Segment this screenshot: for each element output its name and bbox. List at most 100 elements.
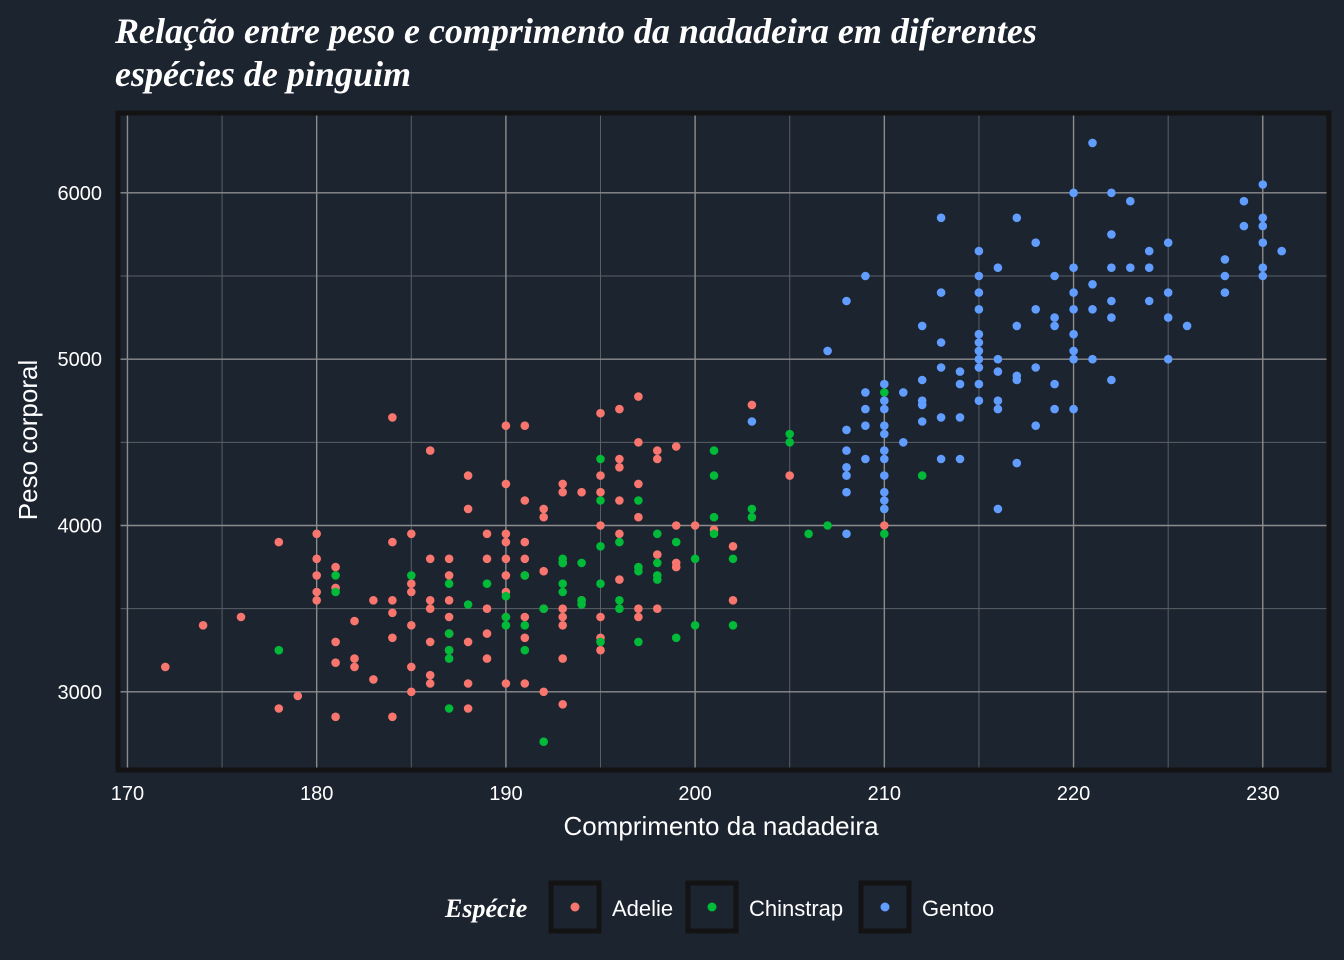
data-point-chinstrap — [444, 704, 454, 713]
data-point-chinstrap — [596, 637, 605, 647]
x-tick-label: 170 — [111, 783, 144, 805]
data-point-gentoo — [1239, 221, 1249, 231]
data-point-gentoo — [1031, 238, 1040, 247]
data-point-gentoo — [1163, 288, 1173, 297]
data-point-adelie — [482, 554, 492, 564]
data-point-adelie — [463, 637, 473, 647]
data-point-gentoo — [842, 446, 851, 455]
data-point-adelie — [577, 487, 586, 497]
data-point-gentoo — [993, 404, 1003, 414]
data-point-gentoo — [974, 329, 984, 339]
data-point-chinstrap — [539, 737, 548, 746]
data-point-gentoo — [1088, 305, 1097, 314]
data-point-adelie — [463, 679, 473, 688]
data-point-gentoo — [861, 404, 870, 414]
data-point-gentoo — [861, 271, 870, 281]
data-point-adelie — [728, 596, 738, 605]
data-point-chinstrap — [274, 645, 284, 655]
data-point-gentoo — [1163, 238, 1173, 247]
data-point-gentoo — [1258, 180, 1268, 189]
data-point-gentoo — [1069, 263, 1078, 273]
data-point-gentoo — [880, 504, 889, 514]
data-point-gentoo — [993, 263, 1003, 273]
data-point-adelie — [388, 537, 397, 547]
data-point-gentoo — [880, 396, 889, 406]
data-point-adelie — [634, 512, 643, 522]
data-point-gentoo — [842, 463, 851, 472]
y-axis-tick-labels: 3000 4000 5000 6000 — [58, 183, 103, 704]
data-point-gentoo — [1258, 263, 1268, 273]
data-point-chinstrap — [539, 604, 548, 613]
data-point-adelie — [388, 596, 397, 605]
data-point-chinstrap — [634, 496, 643, 505]
data-point-adelie — [501, 571, 511, 580]
data-point-adelie — [236, 612, 246, 622]
data-point-gentoo — [1144, 296, 1154, 306]
data-point-gentoo — [993, 354, 1003, 364]
legend-label-gentoo: Gentoo — [922, 896, 994, 921]
data-point-adelie — [407, 587, 416, 597]
data-point-chinstrap — [558, 579, 567, 588]
data-point-adelie — [501, 479, 511, 489]
y-tick-label: 5000 — [58, 349, 103, 371]
data-point-adelie — [596, 471, 605, 480]
data-point-gentoo — [1012, 375, 1022, 385]
legend-key-chinstrap — [707, 902, 717, 912]
data-point-gentoo — [1031, 421, 1040, 431]
data-point-adelie — [388, 608, 397, 618]
data-point-chinstrap — [482, 579, 492, 588]
data-point-gentoo — [823, 346, 832, 356]
data-point-adelie — [520, 679, 530, 688]
data-point-adelie — [558, 654, 567, 663]
data-point-chinstrap — [558, 558, 567, 568]
data-point-gentoo — [747, 417, 757, 426]
data-point-chinstrap — [709, 529, 719, 539]
data-point-adelie — [388, 633, 397, 643]
chart-title-line-1: Relação entre peso e comprimento da nada… — [114, 11, 1037, 51]
data-point-adelie — [520, 421, 530, 431]
data-point-gentoo — [974, 363, 984, 372]
data-point-gentoo — [1107, 296, 1116, 306]
data-point-adelie — [520, 537, 530, 547]
data-point-adelie — [539, 566, 548, 576]
legend-key-box-adelie — [548, 880, 602, 934]
data-point-adelie — [634, 392, 643, 401]
data-point-adelie — [312, 571, 322, 580]
legend-key-box-chinstrap — [685, 880, 739, 934]
data-point-chinstrap — [407, 571, 416, 580]
data-point-adelie — [425, 446, 435, 455]
data-point-adelie — [331, 712, 340, 722]
data-point-gentoo — [1050, 379, 1059, 389]
data-point-adelie — [880, 521, 889, 530]
data-point-adelie — [407, 662, 416, 672]
data-point-chinstrap — [804, 529, 813, 539]
data-point-gentoo — [1277, 246, 1286, 256]
x-axis-tick-labels: 170 180 190 200 210 220 230 — [111, 783, 1280, 805]
data-point-gentoo — [936, 288, 946, 297]
data-point-adelie — [331, 637, 340, 647]
x-tick-label: 210 — [868, 783, 901, 805]
data-point-adelie — [615, 463, 624, 472]
data-point-gentoo — [899, 388, 908, 397]
data-point-gentoo — [936, 363, 946, 372]
data-point-gentoo — [1107, 263, 1116, 273]
data-point-adelie — [596, 521, 605, 530]
data-point-adelie — [444, 596, 454, 605]
data-point-adelie — [369, 675, 378, 684]
data-point-adelie — [425, 670, 435, 680]
data-point-chinstrap — [596, 579, 605, 588]
data-point-adelie — [425, 637, 435, 647]
data-point-gentoo — [974, 338, 984, 347]
data-point-chinstrap — [615, 537, 624, 547]
data-point-adelie — [558, 604, 567, 613]
data-point-adelie — [482, 654, 492, 663]
data-point-adelie — [671, 562, 681, 572]
data-point-gentoo — [880, 446, 889, 455]
data-point-adelie — [407, 621, 416, 630]
data-point-gentoo — [880, 379, 889, 389]
data-point-gentoo — [1258, 221, 1268, 231]
data-point-gentoo — [1258, 238, 1268, 247]
data-point-adelie — [558, 487, 567, 497]
data-point-chinstrap — [520, 621, 530, 630]
data-point-adelie — [520, 496, 530, 505]
